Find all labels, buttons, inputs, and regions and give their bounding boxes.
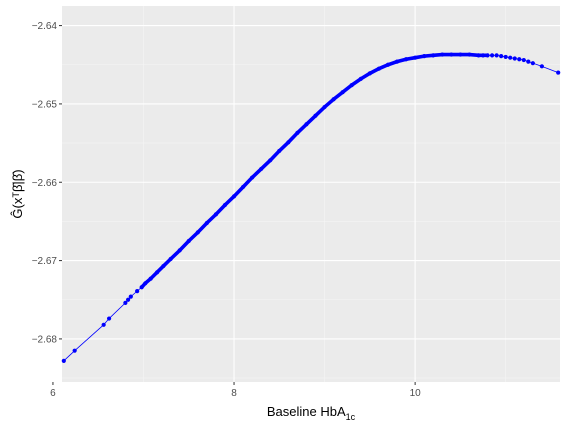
data-point xyxy=(530,61,535,66)
x-axis-ticks: 6 8 10 xyxy=(50,382,421,399)
data-point xyxy=(521,57,526,63)
data-point xyxy=(449,52,454,57)
data-point xyxy=(376,66,382,71)
data-point xyxy=(186,238,191,244)
y-tick-label: −2.66 xyxy=(32,178,58,189)
data-point xyxy=(499,54,504,59)
data-point xyxy=(143,281,148,286)
data-point xyxy=(313,113,318,118)
data-point xyxy=(340,90,345,95)
data-point xyxy=(385,62,391,67)
x-axis-title: Baseline HbA1c xyxy=(267,404,356,422)
data-point xyxy=(250,175,255,180)
data-point xyxy=(322,104,327,110)
data-point xyxy=(440,52,445,57)
data-point xyxy=(367,71,372,76)
data-point xyxy=(508,55,513,60)
data-point xyxy=(125,297,131,302)
data-point xyxy=(480,53,486,58)
data-point xyxy=(413,55,418,60)
data-point xyxy=(517,57,522,62)
y-tick-label: −2.64 xyxy=(32,21,58,32)
plot-panel xyxy=(62,6,560,382)
data-point xyxy=(154,270,160,275)
x-tick-label: 10 xyxy=(410,388,422,399)
data-point xyxy=(458,52,463,57)
series-layer xyxy=(61,52,561,363)
data-point xyxy=(349,83,354,88)
data-point xyxy=(139,285,144,290)
data-point xyxy=(195,230,200,235)
data-point xyxy=(123,300,128,305)
data-point xyxy=(467,52,472,57)
data-point xyxy=(177,248,182,253)
y-axis-ticks: −2.68 −2.67 −2.66 −2.65 −2.64 xyxy=(32,21,62,345)
data-point xyxy=(295,130,300,135)
data-point xyxy=(213,212,219,217)
data-point xyxy=(286,140,291,145)
y-tick-label: −2.67 xyxy=(32,256,58,267)
major-gridlines xyxy=(52,6,560,382)
data-point xyxy=(539,64,544,69)
data-point xyxy=(485,53,490,58)
data-point xyxy=(72,348,77,353)
data-point xyxy=(431,53,436,58)
data-point xyxy=(556,70,561,75)
minor-gridlines xyxy=(62,6,560,382)
data-point xyxy=(494,53,499,58)
data-point xyxy=(231,194,237,199)
data-point xyxy=(259,166,264,172)
y-tick-label: −2.65 xyxy=(32,99,58,110)
data-point xyxy=(148,276,153,281)
data-point xyxy=(489,53,495,58)
data-point xyxy=(222,202,228,208)
y-axis-title: Ĝ(xᵀβ̂|β̂) xyxy=(10,169,25,218)
data-point xyxy=(106,316,112,321)
data-point xyxy=(526,59,531,64)
x-axis-title-subscript: 1c xyxy=(346,412,356,422)
data-point xyxy=(135,289,140,294)
data-point xyxy=(240,184,246,190)
x-tick-label: 6 xyxy=(50,388,56,399)
data-point xyxy=(503,54,508,60)
data-point xyxy=(331,97,336,102)
data-point xyxy=(161,263,166,269)
data-point xyxy=(403,57,409,62)
data-point xyxy=(128,294,133,299)
data-point xyxy=(101,322,106,327)
data-point xyxy=(476,53,481,58)
y-tick-label: −2.68 xyxy=(32,334,58,345)
data-point xyxy=(168,256,173,262)
data-point xyxy=(394,59,400,64)
data-point xyxy=(358,76,363,81)
data-point xyxy=(304,122,309,127)
data-point xyxy=(277,148,282,154)
data-point xyxy=(268,158,273,163)
x-tick-label: 8 xyxy=(231,388,237,399)
data-point xyxy=(422,54,427,59)
data-point xyxy=(512,56,517,61)
data-point xyxy=(204,220,209,226)
data-point xyxy=(61,358,66,363)
